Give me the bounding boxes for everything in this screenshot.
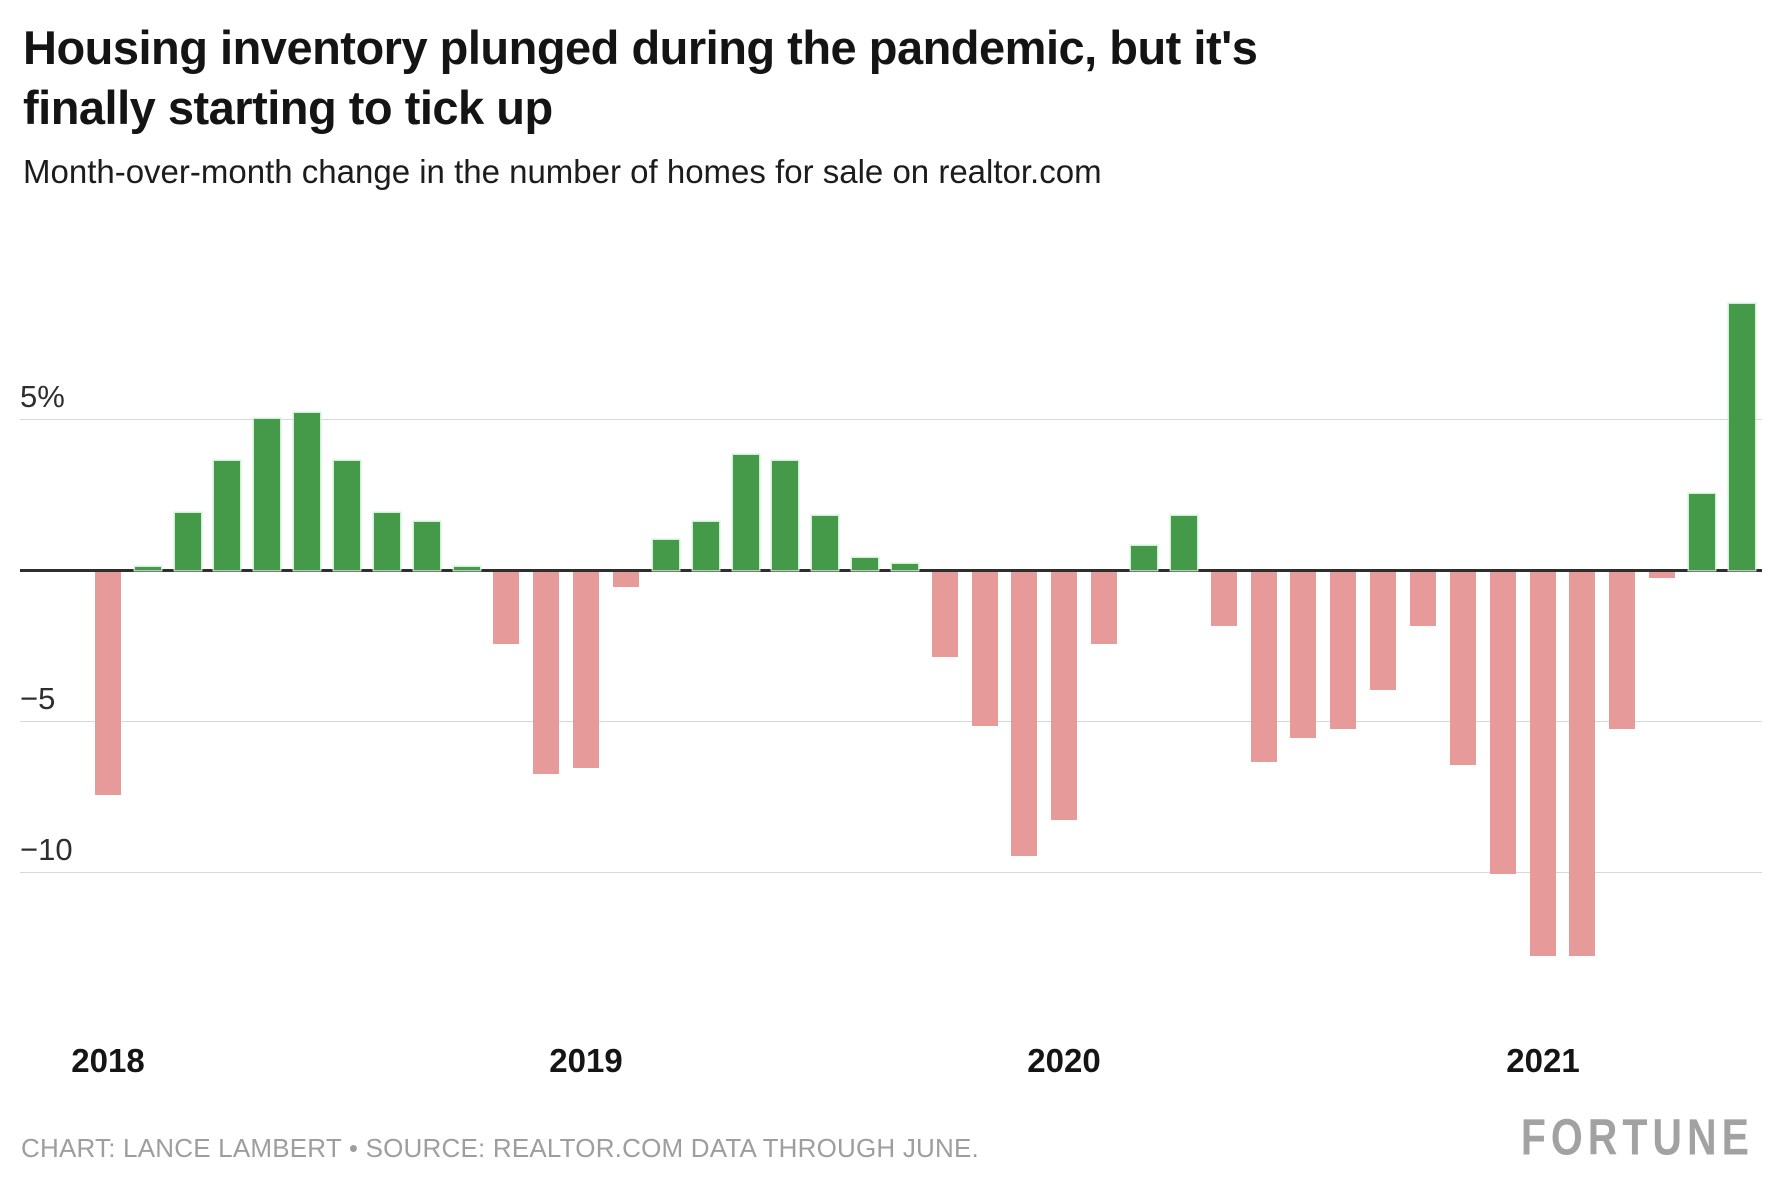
chart-title-line-1: Housing inventory plunged during the pan… xyxy=(23,21,1258,74)
bar-oct-2019 xyxy=(932,572,958,657)
x-axis-label-2018: 2018 xyxy=(71,1042,145,1079)
x-axis-label-2021: 2021 xyxy=(1506,1042,1580,1079)
bar-apr-2020 xyxy=(1171,516,1197,570)
bar-may-2021 xyxy=(1689,494,1715,570)
bar-feb-2018 xyxy=(135,567,161,570)
chart-title-line-2: finally starting to tick up xyxy=(23,81,553,134)
x-axis-label-2019: 2019 xyxy=(549,1042,623,1079)
x-axis-label-2020: 2020 xyxy=(1027,1042,1101,1079)
chart-subtitle: Month-over-month change in the number of… xyxy=(23,153,1102,190)
bar-may-2018 xyxy=(254,419,280,570)
bar-aug-2018 xyxy=(374,513,400,570)
bar-jan-2018 xyxy=(95,572,121,795)
bar-oct-2018 xyxy=(454,567,480,570)
bar-jun-2021 xyxy=(1729,304,1755,570)
bar-apr-2021 xyxy=(1649,572,1675,578)
bar-sep-2018 xyxy=(414,522,440,570)
gridline--5 xyxy=(20,721,1762,722)
bar-dec-2019 xyxy=(1011,572,1037,856)
bar-mar-2018 xyxy=(175,513,201,570)
bar-mar-2019 xyxy=(653,540,679,570)
bar-jan-2021 xyxy=(1530,572,1556,956)
zero-axis-line xyxy=(20,569,1762,572)
chart-title: Housing inventory plunged during the pan… xyxy=(23,18,1258,138)
bar-jul-2019 xyxy=(812,516,838,570)
bar-jan-2020 xyxy=(1051,572,1077,820)
bar-mar-2020 xyxy=(1131,546,1157,570)
bar-nov-2018 xyxy=(493,572,519,644)
bar-apr-2018 xyxy=(214,461,240,570)
chart-credit: CHART: LANCE LAMBERT • SOURCE: REALTOR.C… xyxy=(21,1133,979,1163)
bar-may-2020 xyxy=(1211,572,1237,626)
y-axis-label--10: −10 xyxy=(20,832,73,867)
bar-jul-2018 xyxy=(334,461,360,570)
bar-aug-2020 xyxy=(1330,572,1356,729)
bar-sep-2019 xyxy=(892,564,918,570)
gridline--10 xyxy=(20,872,1762,873)
bar-aug-2019 xyxy=(852,558,878,570)
bar-jan-2019 xyxy=(573,572,599,768)
bar-nov-2019 xyxy=(972,572,998,726)
bar-jun-2019 xyxy=(772,461,798,570)
bar-jun-2018 xyxy=(294,413,320,570)
bar-feb-2021 xyxy=(1569,572,1595,956)
bar-nov-2020 xyxy=(1450,572,1476,765)
fortune-logo: FORTUNE xyxy=(1520,1108,1754,1166)
bar-dec-2020 xyxy=(1490,572,1516,874)
bar-may-2019 xyxy=(733,455,759,570)
bar-dec-2018 xyxy=(533,572,559,774)
bar-apr-2019 xyxy=(693,522,719,570)
bar-feb-2019 xyxy=(613,572,639,587)
bar-jul-2020 xyxy=(1290,572,1316,738)
bar-jun-2020 xyxy=(1251,572,1277,762)
y-axis-label--5: −5 xyxy=(20,681,56,716)
bar-mar-2021 xyxy=(1609,572,1635,729)
gridline-5 xyxy=(20,419,1762,420)
bar-feb-2020 xyxy=(1091,572,1117,644)
bar-sep-2020 xyxy=(1370,572,1396,690)
bar-oct-2020 xyxy=(1410,572,1436,626)
y-axis-label-5: 5% xyxy=(20,379,65,414)
